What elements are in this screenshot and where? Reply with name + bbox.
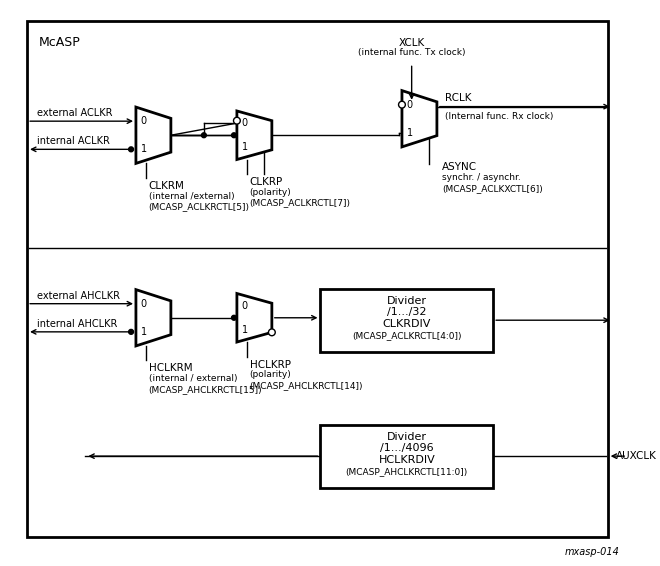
Text: (MCASP_AHCLKRCTL[11:0]): (MCASP_AHCLKRCTL[11:0]): [346, 467, 468, 476]
Text: XCLK: XCLK: [399, 38, 425, 48]
Text: (MCASP_AHCLKRCTL[14]): (MCASP_AHCLKRCTL[14]): [249, 381, 363, 390]
Circle shape: [399, 101, 405, 108]
Text: ASYNC: ASYNC: [442, 162, 477, 173]
Text: CLKRM: CLKRM: [148, 181, 184, 191]
Text: 1: 1: [141, 144, 147, 155]
Text: external ACLKR: external ACLKR: [37, 108, 112, 118]
Text: 0: 0: [242, 301, 248, 311]
Text: 0: 0: [141, 116, 147, 126]
Text: CLKRDIV: CLKRDIV: [383, 319, 431, 329]
Text: external AHCLKR: external AHCLKR: [37, 291, 120, 301]
Polygon shape: [237, 111, 272, 160]
Bar: [320, 289, 493, 351]
Text: (MCASP_AHCLKRCTL[15]): (MCASP_AHCLKRCTL[15]): [148, 385, 262, 394]
Text: 0: 0: [407, 100, 413, 110]
Circle shape: [201, 133, 207, 138]
Text: McASP: McASP: [39, 36, 81, 49]
Text: Divider: Divider: [387, 432, 427, 441]
Polygon shape: [136, 107, 171, 164]
Text: mxasp-014: mxasp-014: [564, 547, 620, 557]
Text: 1: 1: [141, 327, 147, 337]
Text: internal AHCLKR: internal AHCLKR: [37, 319, 117, 329]
Text: (internal / external): (internal / external): [148, 374, 237, 383]
Text: (MCASP_ACLKRCTL[5]): (MCASP_ACLKRCTL[5]): [148, 202, 249, 211]
Text: 0: 0: [141, 299, 147, 308]
Text: synchr. / asynchr.: synchr. / asynchr.: [442, 173, 521, 182]
Text: (MCASP_ACLKXCTL[6]): (MCASP_ACLKXCTL[6]): [442, 184, 543, 193]
Text: HCLKRDIV: HCLKRDIV: [378, 455, 435, 465]
Text: (MCASP_ACLKRCTL[4:0]): (MCASP_ACLKRCTL[4:0]): [352, 331, 461, 340]
Bar: [320, 424, 493, 488]
Text: 1: 1: [407, 128, 413, 138]
Text: RCLK: RCLK: [445, 93, 471, 102]
Text: AUXCLK: AUXCLK: [616, 451, 657, 461]
Text: 1: 1: [242, 143, 248, 152]
Circle shape: [234, 117, 240, 124]
Circle shape: [129, 329, 133, 335]
Text: (Internal func. Rx clock): (Internal func. Rx clock): [445, 113, 553, 122]
Circle shape: [129, 147, 133, 152]
Text: (MCASP_ACLKRCTL[7]): (MCASP_ACLKRCTL[7]): [249, 198, 350, 207]
Circle shape: [232, 133, 236, 138]
Text: internal ACLKR: internal ACLKR: [37, 136, 110, 147]
Polygon shape: [402, 91, 437, 147]
Text: (internal /external): (internal /external): [148, 191, 234, 200]
Circle shape: [232, 315, 236, 320]
Text: 0: 0: [242, 118, 248, 128]
Text: HCLKRP: HCLKRP: [249, 359, 290, 370]
Polygon shape: [237, 294, 272, 342]
Text: /1.../4096: /1.../4096: [380, 443, 434, 453]
Circle shape: [269, 329, 275, 336]
Text: 1: 1: [242, 325, 248, 335]
Text: (internal func. Tx clock): (internal func. Tx clock): [358, 48, 465, 57]
Text: CLKRP: CLKRP: [249, 177, 282, 187]
Text: (polarity): (polarity): [249, 370, 291, 379]
Text: HCLKRM: HCLKRM: [148, 363, 192, 374]
Text: (polarity): (polarity): [249, 188, 291, 196]
Text: /1.../32: /1.../32: [387, 307, 426, 318]
Polygon shape: [136, 290, 171, 346]
Text: Divider: Divider: [387, 296, 427, 306]
